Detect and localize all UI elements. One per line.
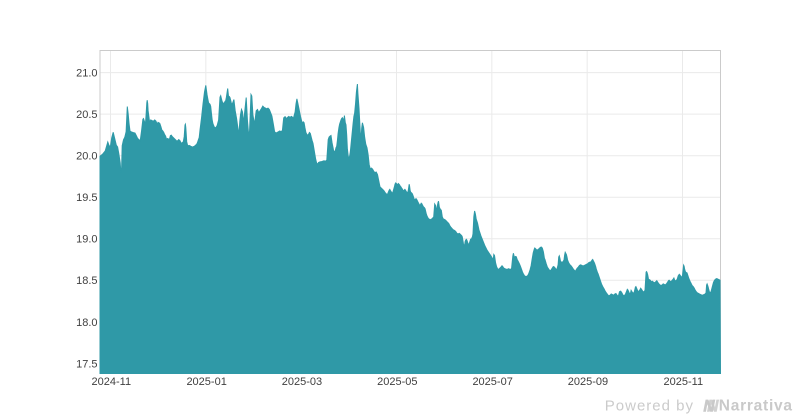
svg-text:2024-11: 2024-11 bbox=[92, 376, 132, 388]
svg-text:Powered by: Powered by bbox=[605, 398, 694, 415]
svg-text:20.5: 20.5 bbox=[76, 109, 97, 121]
svg-text:19.5: 19.5 bbox=[76, 192, 97, 204]
svg-text:2025-01: 2025-01 bbox=[186, 376, 226, 388]
svg-text:21.0: 21.0 bbox=[76, 68, 97, 80]
svg-text:2025-05: 2025-05 bbox=[377, 376, 417, 388]
svg-text:Narrativa: Narrativa bbox=[719, 398, 793, 415]
svg-text:2025-07: 2025-07 bbox=[472, 376, 512, 388]
svg-text:17.5: 17.5 bbox=[76, 358, 97, 370]
svg-text:18.5: 18.5 bbox=[76, 275, 97, 287]
svg-text:2025-09: 2025-09 bbox=[568, 376, 608, 388]
svg-text:2025-03: 2025-03 bbox=[282, 376, 322, 388]
svg-text:18.0: 18.0 bbox=[76, 317, 97, 329]
svg-text:2025-11: 2025-11 bbox=[664, 376, 704, 388]
svg-text:20.0: 20.0 bbox=[76, 151, 97, 163]
svg-text:19.0: 19.0 bbox=[76, 234, 97, 246]
